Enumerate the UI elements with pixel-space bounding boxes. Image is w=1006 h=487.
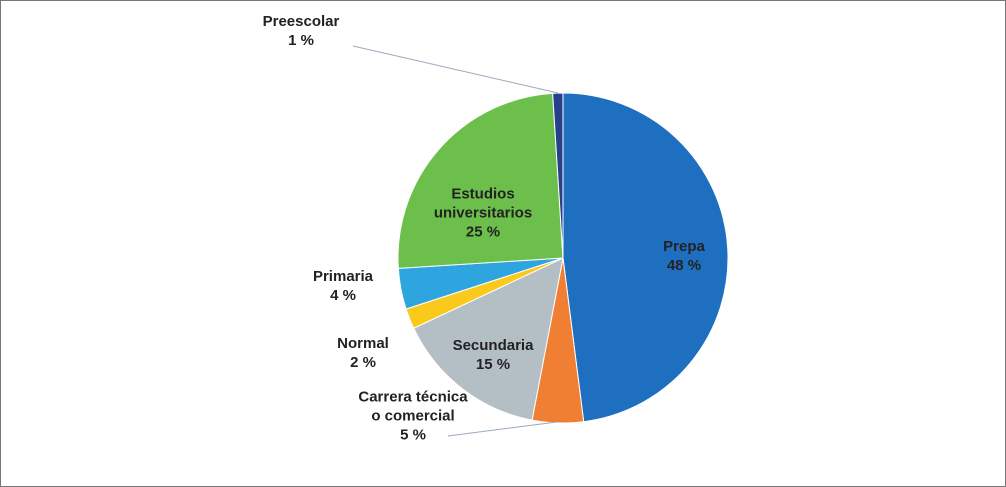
value-label: 25 %: [465, 223, 501, 241]
data-label: Secundaria 15 %: [428, 336, 558, 374]
data-label: Preescolar 1 %: [246, 12, 356, 50]
category-label: Primaria: [312, 268, 374, 285]
category-label: Prepa: [663, 238, 705, 255]
category-label: Secundaria: [452, 337, 534, 354]
category-label: Estudios universitarios: [433, 185, 533, 222]
data-label: Primaria 4 %: [303, 267, 383, 305]
category-label: Preescolar: [262, 13, 340, 30]
value-label: 5 %: [400, 426, 426, 444]
data-label: Normal 2 %: [323, 334, 403, 372]
value-label: 1 %: [288, 32, 314, 49]
leader-line: [352, 45, 559, 94]
value-label: 4 %: [330, 287, 356, 304]
value-label: 48 %: [666, 257, 702, 274]
category-label: Carrera técnica o comercial: [358, 388, 468, 425]
pie-slice: [562, 92, 729, 423]
data-label: Prepa 48 %: [644, 237, 724, 275]
data-label: Carrera técnica o comercial 5 %: [358, 388, 468, 445]
value-label: 2 %: [350, 354, 376, 371]
category-label: Normal: [337, 335, 389, 352]
leader-line: [447, 421, 558, 437]
pie-slice: [413, 257, 564, 421]
data-label: Estudios universitarios 25 %: [413, 185, 553, 242]
value-label: 15 %: [475, 356, 511, 373]
pie-slice: [397, 92, 564, 269]
